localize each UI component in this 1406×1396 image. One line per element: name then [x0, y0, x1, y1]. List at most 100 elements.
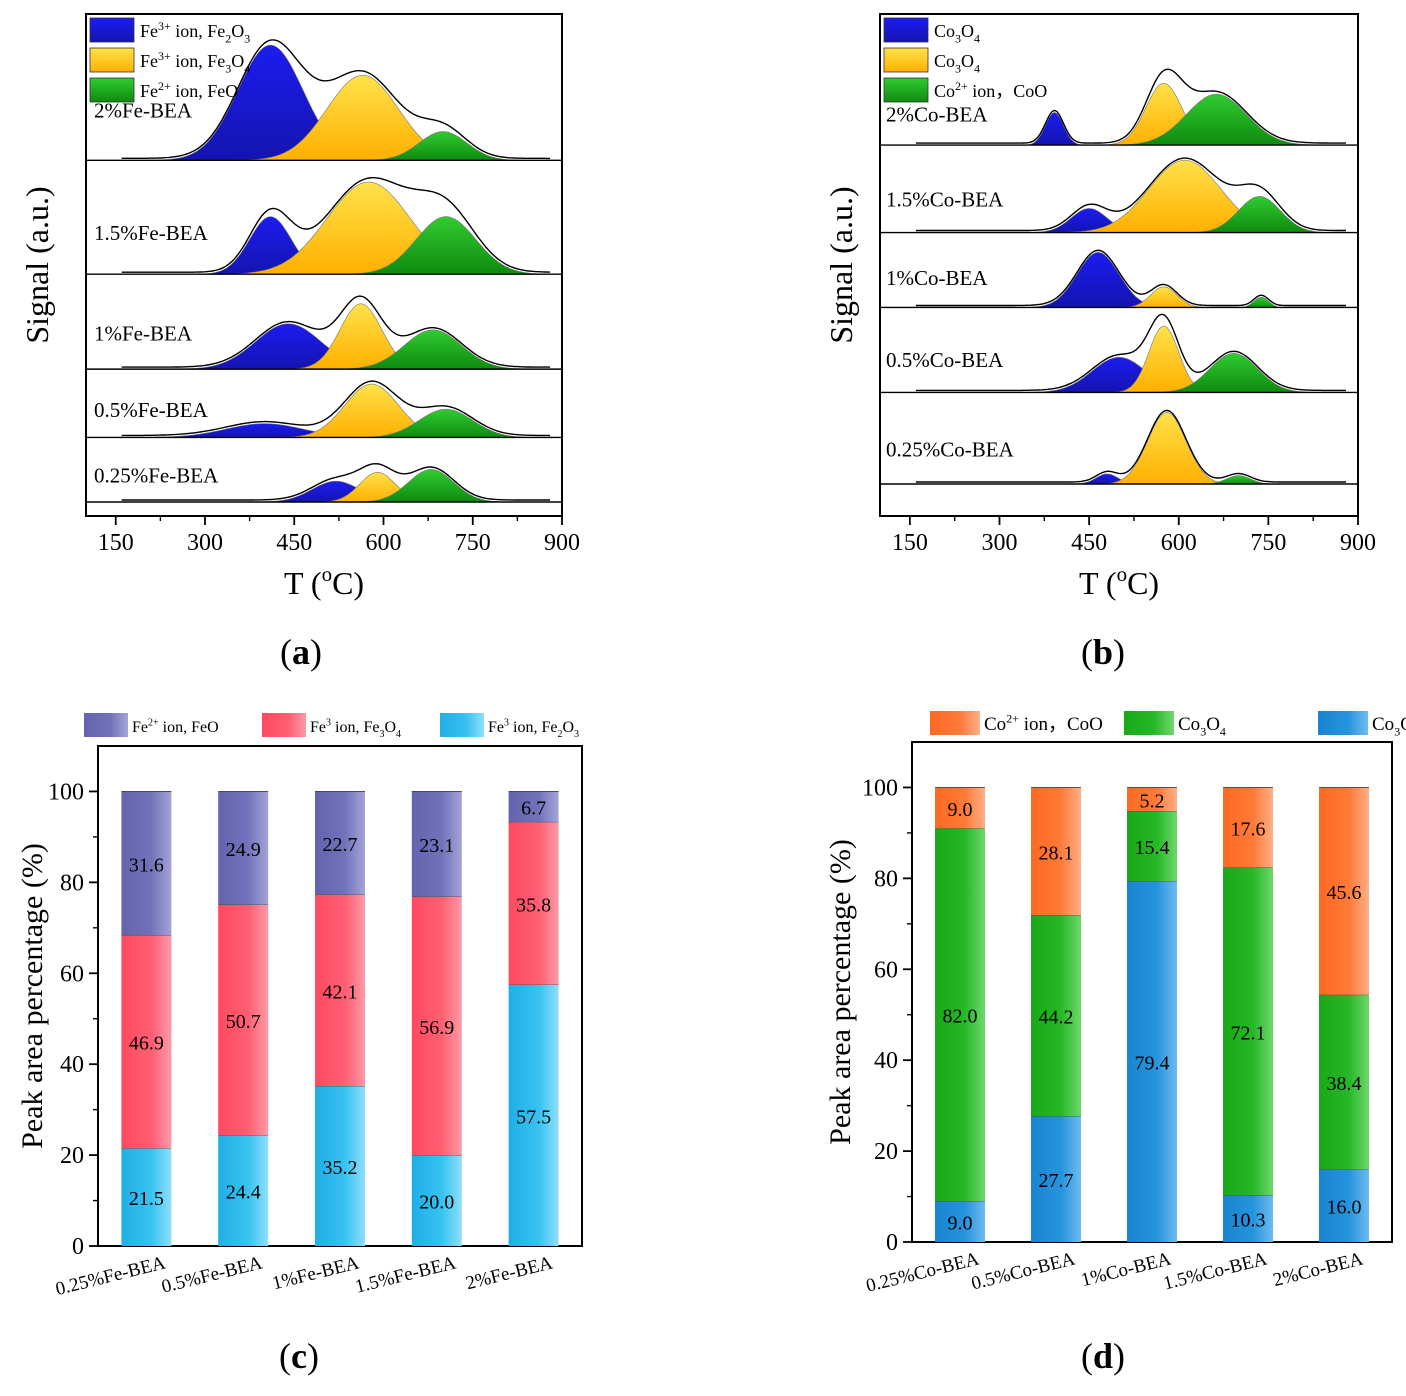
- x-tick-label: 600: [366, 530, 402, 556]
- x-tick-label: 150: [892, 530, 928, 556]
- chart-c: 0 20 40 60 80 100 21.5 46.9 31.6 0.25%Fe-BEA 24.4 5…: [16, 713, 583, 1300]
- data-label: 24.4: [226, 1182, 261, 1204]
- sample-label: 0.5%Fe-BEA: [94, 398, 209, 422]
- data-label: 57.5: [516, 1106, 551, 1128]
- legend-swatch: [84, 713, 128, 737]
- legend-label: Co2+ ion，CoO: [984, 711, 1103, 735]
- bar-segment-lime: [1127, 811, 1177, 882]
- tpr-profile: 0.25%Co-BEA: [880, 409, 1358, 485]
- plot-frame: [879, 13, 1359, 517]
- sample-label: 1%Fe-BEA: [94, 322, 193, 346]
- envelope-line: [915, 313, 1346, 392]
- tpr-profile: 0.5%Fe-BEA: [86, 380, 562, 439]
- data-label: 9.0: [948, 799, 973, 821]
- legend-swatch: [440, 713, 484, 737]
- x-category-label: 1.5%Co-BEA: [1161, 1248, 1269, 1294]
- data-label: 23.1: [419, 835, 454, 857]
- chart-d: 0 20 40 60 80 100 9.0 82.0 9.0 0.25%Co-BEA 27.7 44.…: [824, 711, 1406, 1297]
- sample-label: 2%Fe-BEA: [94, 99, 193, 123]
- data-label: 45.6: [1327, 882, 1362, 904]
- chart-a: 2%Fe-BEA 1.5%Fe-BEA 1%Fe-BEA 0.5%Fe-BEA 0.25…: [19, 13, 580, 601]
- x-tick-label: 750: [455, 530, 491, 556]
- tpr-profile: 0.25%Fe-BEA: [86, 462, 562, 503]
- bar-segment-azure: [1319, 1169, 1369, 1242]
- chart-b: 2%Co-BEA 1.5%Co-BEA 1%Co-BEA 0.5%Co-BEA 0.25…: [823, 13, 1376, 601]
- data-label: 72.1: [1231, 1022, 1266, 1044]
- data-label: 44.2: [1039, 1007, 1074, 1029]
- legend-label: Co3O4: [1372, 714, 1406, 739]
- bar-segment-lime: [1031, 915, 1081, 1117]
- bar-segment-azure: [935, 1201, 985, 1242]
- y-tick-label: 0: [886, 1230, 898, 1256]
- bar-segment-azure: [1127, 881, 1177, 1242]
- plot-frame: [85, 13, 563, 517]
- data-label: 21.5: [129, 1188, 164, 1210]
- x-category-label: 2%Fe-BEA: [464, 1252, 555, 1294]
- bar-segment-cyan: [411, 1155, 462, 1246]
- envelope-line: [915, 157, 1346, 232]
- tpr-profile: 1.5%Co-BEA: [880, 157, 1358, 234]
- tpr-profile: 1%Fe-BEA: [86, 295, 562, 370]
- data-label: 6.7: [521, 798, 546, 820]
- y-tick-label: 20: [874, 1139, 898, 1165]
- data-label: 9.0: [948, 1213, 973, 1235]
- x-tick-label: 900: [544, 530, 580, 556]
- data-label: 46.9: [129, 1033, 164, 1055]
- data-label: 50.7: [226, 1011, 261, 1033]
- x-tick-label: 150: [98, 530, 134, 556]
- legend-swatch: [262, 713, 306, 737]
- legend-swatch: [883, 17, 929, 43]
- x-category-label: 0.25%Fe-BEA: [53, 1252, 167, 1300]
- sample-label: 1.5%Fe-BEA: [94, 221, 209, 245]
- y-tick-label: 0: [72, 1234, 84, 1260]
- legend-label: Fe3+ ion, Fe2O3: [140, 19, 250, 46]
- bar-segment-pink: [508, 821, 559, 985]
- data-label: 79.4: [1135, 1053, 1170, 1075]
- y-tick-label: 60: [874, 957, 898, 983]
- bar-segment-pink: [218, 904, 269, 1136]
- data-label: 38.4: [1327, 1073, 1362, 1095]
- legend-swatch: [1124, 711, 1174, 735]
- data-label: 22.7: [323, 834, 358, 856]
- x-tick-label: 450: [276, 530, 312, 556]
- y-tick-label: 100: [862, 775, 898, 801]
- bar-segment-orange: [935, 787, 985, 829]
- envelope-line: [121, 295, 551, 368]
- x-tick-label: 900: [1340, 530, 1376, 556]
- sample-label: 0.25%Fe-BEA: [94, 464, 219, 488]
- data-label: 35.2: [323, 1157, 358, 1179]
- bar-segment-pink: [411, 896, 462, 1156]
- data-label: 82.0: [943, 1006, 978, 1028]
- bar-segment-cyan: [508, 984, 559, 1246]
- envelope-line: [915, 68, 1346, 144]
- envelope-line: [915, 409, 1346, 483]
- x-tick-label: 450: [1071, 530, 1107, 556]
- y-axis-title: Signal (a.u.): [823, 186, 859, 343]
- bar-segment-slate: [411, 791, 462, 897]
- x-category-label: 0.5%Fe-BEA: [159, 1252, 264, 1297]
- envelope-line: [915, 249, 1346, 307]
- y-tick-label: 60: [60, 961, 84, 987]
- sample-label: 0.25%Co-BEA: [886, 438, 1015, 462]
- legend-label: Fe2+ ion, FeO: [140, 79, 238, 101]
- sample-label: 2%Co-BEA: [886, 102, 988, 126]
- bar-segment-pink: [315, 894, 365, 1086]
- panel-label: (a): [280, 632, 322, 672]
- bar-segment-azure: [1223, 1195, 1273, 1242]
- data-label: 15.4: [1135, 837, 1170, 859]
- legend-swatch: [89, 77, 135, 103]
- legend-swatch: [883, 77, 929, 103]
- x-category-label: 1%Fe-BEA: [270, 1252, 361, 1294]
- y-tick-label: 80: [874, 866, 898, 892]
- legend-label: Co3O4: [934, 21, 980, 45]
- y-tick-label: 80: [60, 870, 84, 896]
- legend-label: Fe3+ ion, Fe3O4: [140, 49, 250, 76]
- bar-segment-orange: [1127, 787, 1177, 812]
- data-label: 16.0: [1327, 1197, 1362, 1219]
- x-category-label: 0.25%Co-BEA: [864, 1248, 981, 1296]
- x-axis-title: T (oC): [1079, 562, 1159, 601]
- panel-labels: (a) (b) (c) (d): [279, 632, 1125, 1376]
- y-axis-title: Peak area percentage (%): [16, 843, 49, 1149]
- bar-segment-orange: [1031, 787, 1081, 916]
